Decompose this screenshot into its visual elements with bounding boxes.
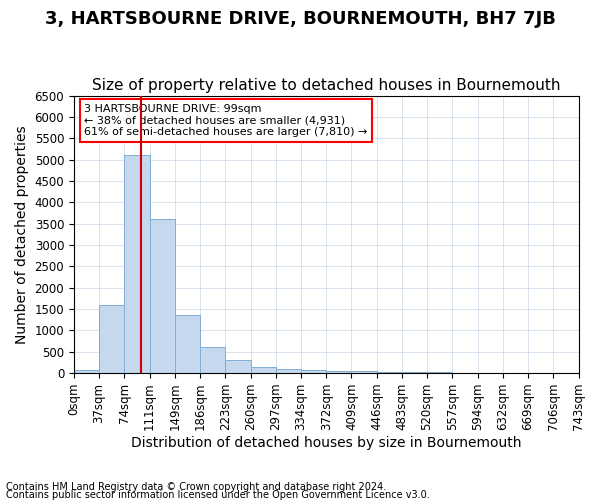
Bar <box>124 156 149 373</box>
Bar <box>352 372 377 373</box>
X-axis label: Distribution of detached houses by size in Bournemouth: Distribution of detached houses by size … <box>131 436 521 450</box>
Bar <box>200 348 225 373</box>
Title: Size of property relative to detached houses in Bournemouth: Size of property relative to detached ho… <box>92 78 560 93</box>
Bar <box>377 372 402 373</box>
Text: 3, HARTSBOURNE DRIVE, BOURNEMOUTH, BH7 7JB: 3, HARTSBOURNE DRIVE, BOURNEMOUTH, BH7 7… <box>44 10 556 28</box>
Bar <box>149 220 175 373</box>
Y-axis label: Number of detached properties: Number of detached properties <box>15 125 29 344</box>
Bar <box>74 370 99 373</box>
Bar <box>99 305 124 373</box>
Bar <box>402 372 427 373</box>
Bar <box>251 366 276 373</box>
Bar <box>225 360 251 373</box>
Text: 3 HARTSBOURNE DRIVE: 99sqm
← 38% of detached houses are smaller (4,931)
61% of s: 3 HARTSBOURNE DRIVE: 99sqm ← 38% of deta… <box>84 104 367 137</box>
Text: Contains public sector information licensed under the Open Government Licence v3: Contains public sector information licen… <box>6 490 430 500</box>
Bar <box>175 316 200 373</box>
Bar <box>326 370 352 373</box>
Bar <box>276 369 301 373</box>
Bar <box>301 370 326 373</box>
Bar <box>427 372 452 373</box>
Text: Contains HM Land Registry data © Crown copyright and database right 2024.: Contains HM Land Registry data © Crown c… <box>6 482 386 492</box>
